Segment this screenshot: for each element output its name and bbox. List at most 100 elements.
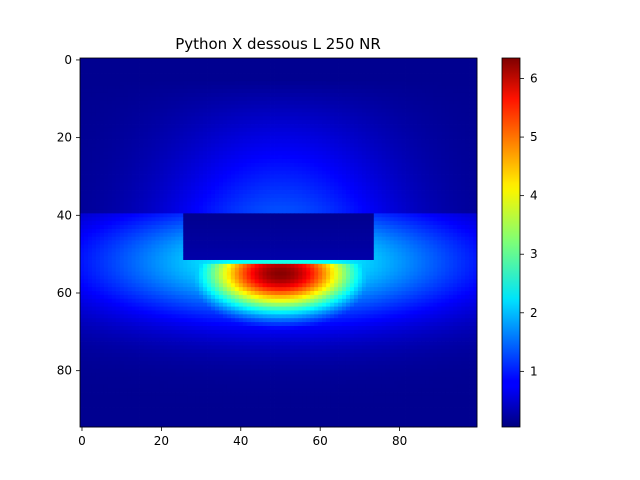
heatmap-cell [421,61,426,67]
heatmap-cell [179,151,184,156]
heatmap-cell [405,92,410,98]
heatmap-cell [349,65,355,71]
heatmap-cell [306,77,311,82]
heatmap-cell [397,178,402,183]
heatmap-cell [250,236,256,241]
heatmap-cell [373,73,379,78]
heatmap-cell [214,205,220,210]
heatmap-cell [449,182,454,187]
heatmap-cell [175,116,180,121]
heatmap-cell [234,201,240,206]
heatmap-cell [250,77,256,82]
heatmap-cell [199,73,204,78]
heatmap-cell [266,65,271,71]
heatmap-cell [314,61,319,67]
heatmap-cell [298,190,303,195]
heatmap-cell [322,158,327,164]
heatmap-cell [171,104,176,109]
heatmap-cell [445,240,450,245]
heatmap-cell [103,61,109,67]
heatmap-cell [80,92,85,98]
heatmap-cell [131,73,136,78]
heatmap-cell [159,232,164,238]
heatmap-cell [135,182,140,187]
heatmap-cell [421,69,426,74]
heatmap-cell [175,124,180,129]
heatmap-cell [119,174,125,179]
heatmap-cell [139,124,144,129]
heatmap-cell [306,186,311,191]
heatmap-cell [99,240,105,245]
heatmap-cell [314,124,319,129]
heatmap-cell [115,166,121,172]
heatmap-cell [330,120,335,125]
heatmap-cell [342,158,347,164]
heatmap-cell [417,182,422,187]
heatmap-cell [103,131,109,137]
heatmap-cell [80,104,85,109]
heatmap-cell [246,120,252,125]
heatmap-cell [461,248,466,253]
heatmap-cell [441,61,446,67]
heatmap-cell [445,166,450,172]
heatmap-cell [226,228,232,234]
heatmap-cell [330,89,335,94]
heatmap-cell [246,232,252,238]
heatmap-cell [401,201,406,206]
heatmap-cell [218,221,224,226]
heatmap-cell [258,217,264,222]
heatmap-cell [254,143,260,148]
heatmap-cell [266,85,271,90]
heatmap-cell [405,77,410,82]
heatmap-cell [314,100,319,106]
heatmap-cell [310,124,315,129]
heatmap-cell [119,116,125,121]
heatmap-cell [135,170,140,175]
heatmap-cell [242,135,248,140]
heatmap-cell [226,77,232,82]
heatmap-cell [389,205,395,210]
heatmap-cell [123,236,129,241]
heatmap-cell [373,205,379,210]
heatmap-cell [214,190,220,195]
heatmap-cell [226,201,232,206]
heatmap-cell [322,147,327,152]
heatmap-cell [254,61,260,67]
heatmap-cell [318,104,323,109]
heatmap-cell [377,96,383,102]
heatmap-cell [270,89,275,94]
heatmap-cell [357,89,363,94]
heatmap-cell [218,205,224,210]
heatmap-cell [449,217,454,222]
heatmap-cell [409,112,414,117]
heatmap-cell [195,186,200,191]
heatmap-cell [298,139,303,144]
heatmap-cell [413,143,418,148]
heatmap-cell [274,89,279,94]
heatmap-cell [111,228,117,234]
heatmap-cell [83,124,89,129]
heatmap-cell [405,170,410,175]
heatmap-cell [326,205,331,210]
heatmap-cell [429,186,434,191]
heatmap-cell [405,116,410,121]
heatmap-cell [87,240,93,245]
heatmap-cell [314,112,319,117]
heatmap-cell [230,108,236,113]
heatmap-cell [246,89,252,94]
heatmap-cell [111,58,117,63]
heatmap-cell [433,104,438,109]
heatmap-cell [199,127,204,133]
heatmap-cell [207,193,212,199]
heatmap-cell [111,232,117,238]
heatmap-cell [242,143,248,148]
heatmap-cell [278,85,283,90]
heatmap-cell [195,116,200,121]
heatmap-cell [218,92,224,98]
heatmap-cell [441,232,446,238]
heatmap-cell [389,155,395,160]
heatmap-cell [80,170,85,175]
heatmap-cell [167,96,172,102]
heatmap-cell [207,155,212,160]
heatmap-cell [95,190,101,195]
